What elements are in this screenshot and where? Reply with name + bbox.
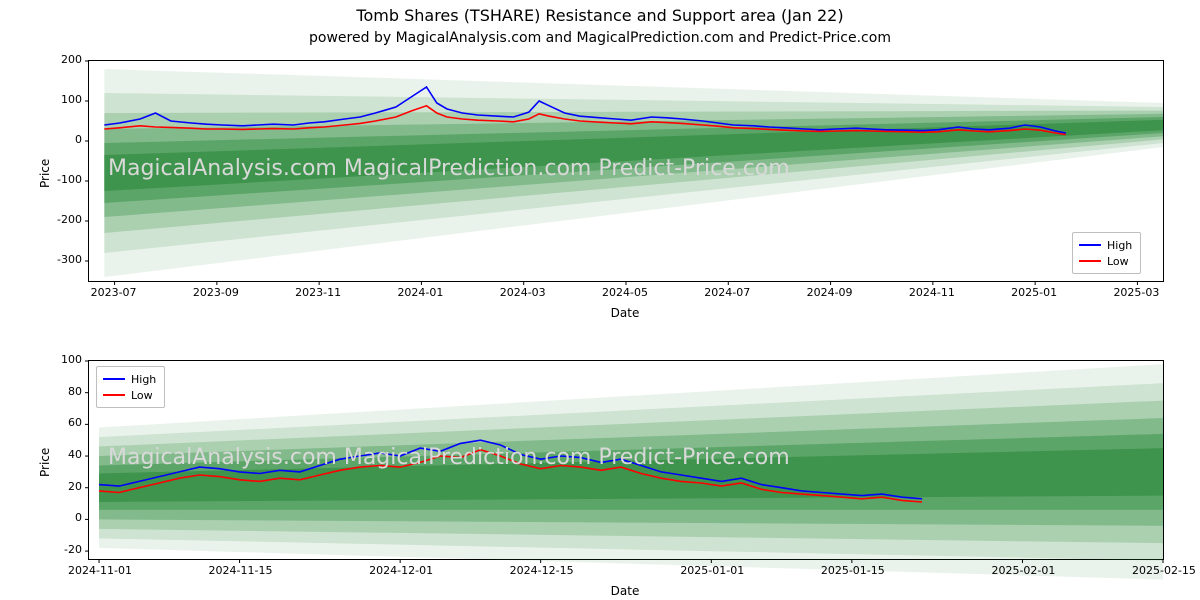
y-tick-label: -20 (42, 543, 82, 556)
legend-item-high: High (103, 371, 156, 387)
y-tick-label: -100 (42, 173, 82, 186)
y-tick-label: 40 (42, 448, 82, 461)
y-tick-label: 0 (42, 133, 82, 146)
legend-item-high: High (1079, 237, 1132, 253)
chart-subtitle: powered by MagicalAnalysis.com and Magic… (0, 30, 1200, 46)
legend: High Low (96, 366, 165, 408)
x-tick-label: 2024-12-15 (510, 564, 570, 577)
x-tick-label: 2023-09 (186, 286, 246, 299)
y-tick-label: 100 (42, 353, 82, 366)
chart-panel-top (88, 60, 1164, 282)
x-tick-label: 2024-11-15 (209, 564, 269, 577)
legend-label-high: High (1107, 239, 1132, 252)
x-tick-label: 2025-01-15 (821, 564, 881, 577)
x-tick-label: 2024-01 (390, 286, 450, 299)
y-tick-label: 80 (42, 385, 82, 398)
x-tick-label: 2025-03 (1106, 286, 1166, 299)
chart-svg (89, 361, 1163, 559)
x-tick-label: 2024-11 (902, 286, 962, 299)
legend-label-low: Low (1107, 255, 1129, 268)
x-tick-label: 2024-12-01 (369, 564, 429, 577)
x-tick-label: 2025-01 (1004, 286, 1064, 299)
legend-item-low: Low (1079, 253, 1132, 269)
y-tick-label: -200 (42, 213, 82, 226)
y-tick-label: -300 (42, 253, 82, 266)
figure: Tomb Shares (TSHARE) Resistance and Supp… (0, 0, 1200, 600)
y-tick-label: 20 (42, 480, 82, 493)
legend-swatch-low (103, 394, 125, 396)
legend-label-low: Low (131, 389, 153, 402)
chart-panel-bottom (88, 360, 1164, 560)
chart-title: Tomb Shares (TSHARE) Resistance and Supp… (0, 6, 1200, 25)
y-tick-label: 100 (42, 93, 82, 106)
legend: High Low (1072, 232, 1141, 274)
x-tick-label: 2024-07 (697, 286, 757, 299)
x-tick-label: 2025-01-01 (680, 564, 740, 577)
x-tick-label: 2023-07 (84, 286, 144, 299)
x-tick-label: 2023-11 (288, 286, 348, 299)
x-tick-label: 2024-11-01 (68, 564, 128, 577)
y-tick-label: 60 (42, 416, 82, 429)
chart-svg (89, 61, 1163, 281)
x-tick-label: 2024-05 (595, 286, 655, 299)
legend-label-high: High (131, 373, 156, 386)
x-tick-label: 2025-02-15 (1132, 564, 1192, 577)
legend-swatch-low (1079, 260, 1101, 262)
y-tick-label: 0 (42, 511, 82, 524)
legend-item-low: Low (103, 387, 156, 403)
x-axis-label-bottom: Date (88, 584, 1162, 598)
y-tick-label: 200 (42, 53, 82, 66)
legend-swatch-high (103, 378, 125, 380)
x-tick-label: 2024-03 (493, 286, 553, 299)
x-axis-label-top: Date (88, 306, 1162, 320)
legend-swatch-high (1079, 244, 1101, 246)
x-tick-label: 2024-09 (800, 286, 860, 299)
x-tick-label: 2025-02-01 (991, 564, 1051, 577)
